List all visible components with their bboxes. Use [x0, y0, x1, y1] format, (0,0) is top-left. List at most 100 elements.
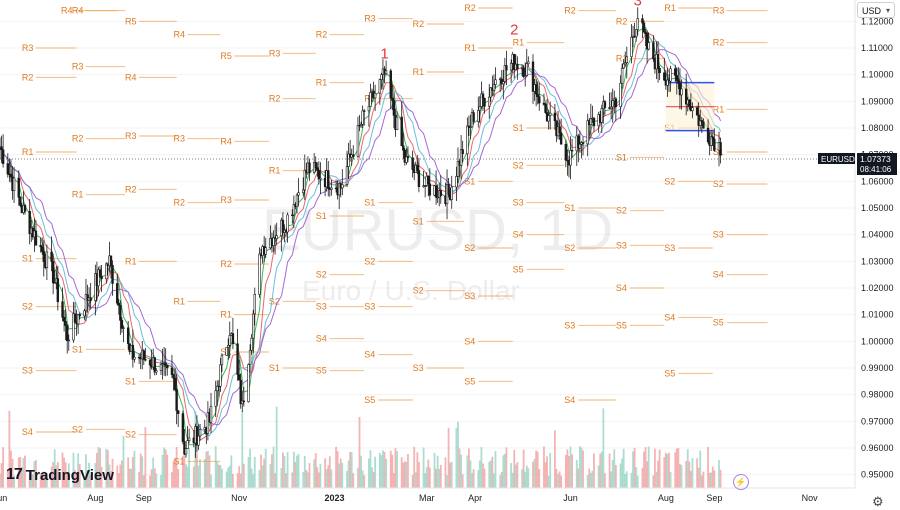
candle-body	[281, 219, 285, 233]
gear-icon[interactable]: ⚙	[872, 494, 884, 509]
volume-bar	[83, 475, 86, 488]
candle-body	[466, 125, 469, 155]
volume-bar	[336, 451, 339, 488]
volume-bar	[655, 471, 658, 488]
candle-body	[589, 118, 593, 126]
candle-body	[666, 79, 669, 86]
candle-body	[644, 31, 647, 34]
currency-selector[interactable]: USD ▾	[857, 2, 895, 18]
volume-bar	[39, 473, 42, 488]
candle-body	[176, 410, 180, 414]
candle-body	[6, 163, 10, 175]
tradingview-logo[interactable]: 17 TradingView	[6, 466, 114, 484]
volume-bar	[227, 467, 230, 488]
volume-bar	[63, 457, 65, 488]
time-tick-label: Sep	[706, 493, 722, 503]
candle-body	[577, 135, 580, 149]
volume-bar	[269, 464, 272, 488]
price-axis[interactable]: 1.120001.110001.100001.090001.080001.070…	[861, 16, 894, 479]
volume-bar	[641, 467, 644, 488]
pivot-label: S1	[364, 198, 375, 208]
volume-bar	[20, 467, 23, 488]
price-tick-label: 1.09000	[861, 96, 894, 106]
candle-body	[492, 84, 496, 91]
volume-bar	[260, 454, 262, 488]
candle-body	[316, 167, 319, 171]
candle-body	[72, 313, 75, 341]
volume-bar	[696, 458, 699, 488]
candle-body	[291, 214, 294, 216]
volume-bar	[346, 470, 348, 488]
candle-body	[187, 437, 191, 442]
candle-body	[523, 75, 527, 77]
candle-body	[302, 189, 305, 193]
price-tick-label: 0.99000	[861, 363, 894, 373]
candle-body	[241, 400, 244, 405]
candle-body	[645, 33, 649, 50]
candle-body	[669, 68, 672, 82]
volume-bar	[372, 471, 375, 488]
time-axis[interactable]: Jun Aug Sep Nov 2023 Mar Apr Jun Aug Sep Nov	[0, 493, 818, 503]
candle-body	[73, 313, 77, 323]
volume-bar	[611, 459, 614, 488]
volume-bar	[569, 446, 572, 488]
volume-bar	[636, 475, 639, 488]
candle-body	[50, 251, 53, 262]
volume-bar	[302, 471, 305, 488]
candle-body	[116, 283, 119, 304]
volume-bar	[142, 475, 145, 488]
candle-body	[516, 63, 519, 70]
price-tick-label: 1.08000	[861, 123, 894, 133]
pivot-label: S1	[125, 376, 136, 386]
volume-bar	[339, 458, 342, 488]
price-tick-label: 1.01000	[861, 310, 894, 320]
candle-body	[369, 92, 372, 107]
volume-bar	[164, 449, 167, 488]
pivot-label: R1	[72, 190, 84, 200]
candle-body	[434, 185, 438, 198]
volume-bar	[571, 454, 573, 488]
candle-body	[184, 448, 188, 455]
candle-body	[231, 333, 235, 345]
candle-body	[161, 363, 164, 365]
candle-body	[700, 120, 704, 123]
candle-body	[76, 313, 80, 325]
volume-bar	[2, 447, 5, 488]
volume-bar	[711, 466, 714, 488]
pivot-label: R2	[72, 134, 84, 144]
pivot-label: R2	[125, 184, 137, 194]
last-price-badge: EURUSD 1.07373 08:41:06	[818, 153, 897, 175]
candle-body	[699, 120, 702, 126]
volume-bar	[382, 450, 384, 488]
volume-bar	[685, 460, 688, 488]
volume-bar	[119, 464, 122, 488]
candle-body	[713, 138, 716, 151]
volume-bar	[94, 463, 97, 488]
volume-bar	[600, 451, 603, 488]
volume-bar	[411, 474, 414, 488]
lightning-icon[interactable]: ⚡	[733, 474, 749, 490]
volume-bar	[86, 475, 89, 488]
volume-bar	[647, 446, 650, 488]
volume-bar	[460, 454, 463, 488]
volume-bar	[272, 446, 275, 488]
volume-bar	[433, 452, 436, 488]
volume-bar	[469, 460, 472, 488]
volume-bar	[116, 465, 119, 488]
time-tick-label: Mar	[419, 493, 435, 503]
candle-body	[53, 282, 56, 284]
candle-body	[264, 247, 267, 255]
volume-bar	[192, 466, 195, 488]
volume-bar	[564, 455, 567, 488]
pivot-label: R1	[413, 67, 425, 77]
candle-body	[647, 42, 650, 50]
pivot-label: S2	[72, 424, 83, 434]
pivot-label: R4	[72, 6, 84, 16]
volume-bar	[363, 475, 366, 488]
candle-body	[45, 251, 49, 268]
candle-body	[66, 325, 69, 341]
candle-body	[641, 18, 644, 24]
pivot-label: S2	[616, 206, 627, 216]
candle-body	[327, 170, 330, 189]
